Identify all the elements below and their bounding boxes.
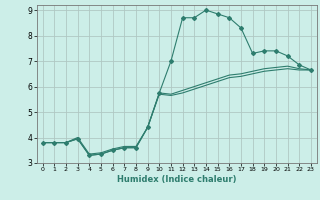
X-axis label: Humidex (Indice chaleur): Humidex (Indice chaleur): [117, 175, 236, 184]
